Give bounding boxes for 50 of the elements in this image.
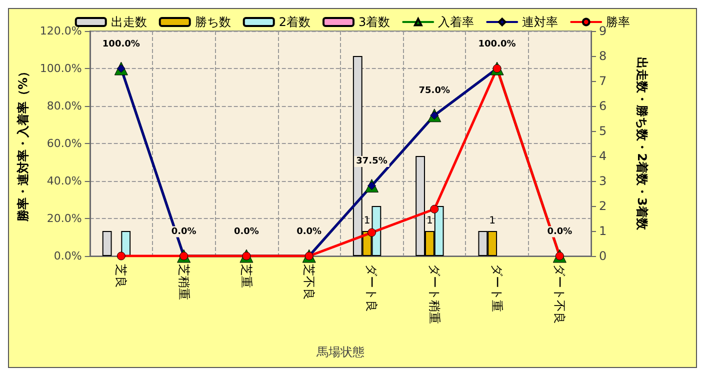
data-label: 1 — [426, 216, 433, 226]
x-tick-label: ダート良 — [364, 264, 379, 312]
y2-tick-label: 1 — [599, 224, 607, 238]
y2-tick-label: 3 — [599, 174, 607, 188]
y2-tick-label: 4 — [599, 149, 607, 163]
y2-tick-label: 0 — [599, 249, 607, 263]
data-label: 0.0% — [171, 226, 196, 237]
y-axis-title: 勝率・連対率・入着率（%） — [16, 65, 30, 223]
y2-tick-label: 6 — [599, 99, 607, 113]
x-tick-label: 芝稍重 — [176, 264, 191, 300]
legend-label: 出走数 — [110, 15, 147, 29]
data-label: 100.0% — [102, 39, 140, 50]
point — [368, 228, 376, 237]
legend-label: 2着数 — [278, 15, 311, 29]
y-tick-label: 120.0% — [40, 24, 82, 38]
x-tick-label: 芝不良 — [302, 264, 316, 300]
legend-label: 勝率 — [606, 15, 630, 29]
point — [430, 204, 439, 214]
x-tick-label: 芝良 — [114, 264, 128, 288]
data-label: 100.0% — [478, 39, 516, 50]
y2-axis-title: 出走数・勝ち数・2着数・3着数 — [635, 57, 649, 231]
legend-label: 入着率 — [438, 15, 474, 29]
y2-tick-label: 7 — [599, 74, 607, 88]
x-tick-label: ダート稍重 — [427, 264, 442, 324]
y-tick-label: 20.0% — [46, 212, 82, 225]
data-label: 0.0% — [296, 226, 322, 237]
x-tick-label: ダート重 — [490, 264, 504, 312]
data-label: 1 — [489, 216, 496, 226]
y2-tick-label: 9 — [599, 24, 607, 38]
legend-label: 連対率 — [522, 15, 558, 29]
legend-label: 3着数 — [358, 15, 390, 29]
y-tick-label: 60.0% — [46, 137, 82, 150]
data-label: 0.0% — [547, 226, 572, 237]
legend-label: 勝ち数 — [194, 15, 231, 29]
y2-tick-label: 8 — [599, 49, 607, 63]
y2-tick-label: 5 — [599, 124, 607, 138]
data-label: 37.5% — [356, 156, 388, 166]
y-tick-label: 0.0% — [54, 250, 82, 262]
data-label: 0.0% — [234, 226, 259, 237]
y-tick-label: 100.0% — [40, 62, 82, 75]
bar — [102, 231, 112, 256]
x-tick-label: 芝重 — [239, 264, 254, 288]
y-tick-label: 40.0% — [46, 174, 82, 188]
y-tick-label: 80.0% — [46, 100, 82, 112]
data-label: 1 — [364, 216, 370, 226]
x-axis-title: 馬場状態 — [315, 345, 364, 359]
point — [116, 252, 126, 260]
y2-tick-label: 2 — [599, 199, 607, 213]
x-tick-label: ダート不良 — [552, 264, 567, 324]
data-label: 75.0% — [418, 86, 450, 96]
